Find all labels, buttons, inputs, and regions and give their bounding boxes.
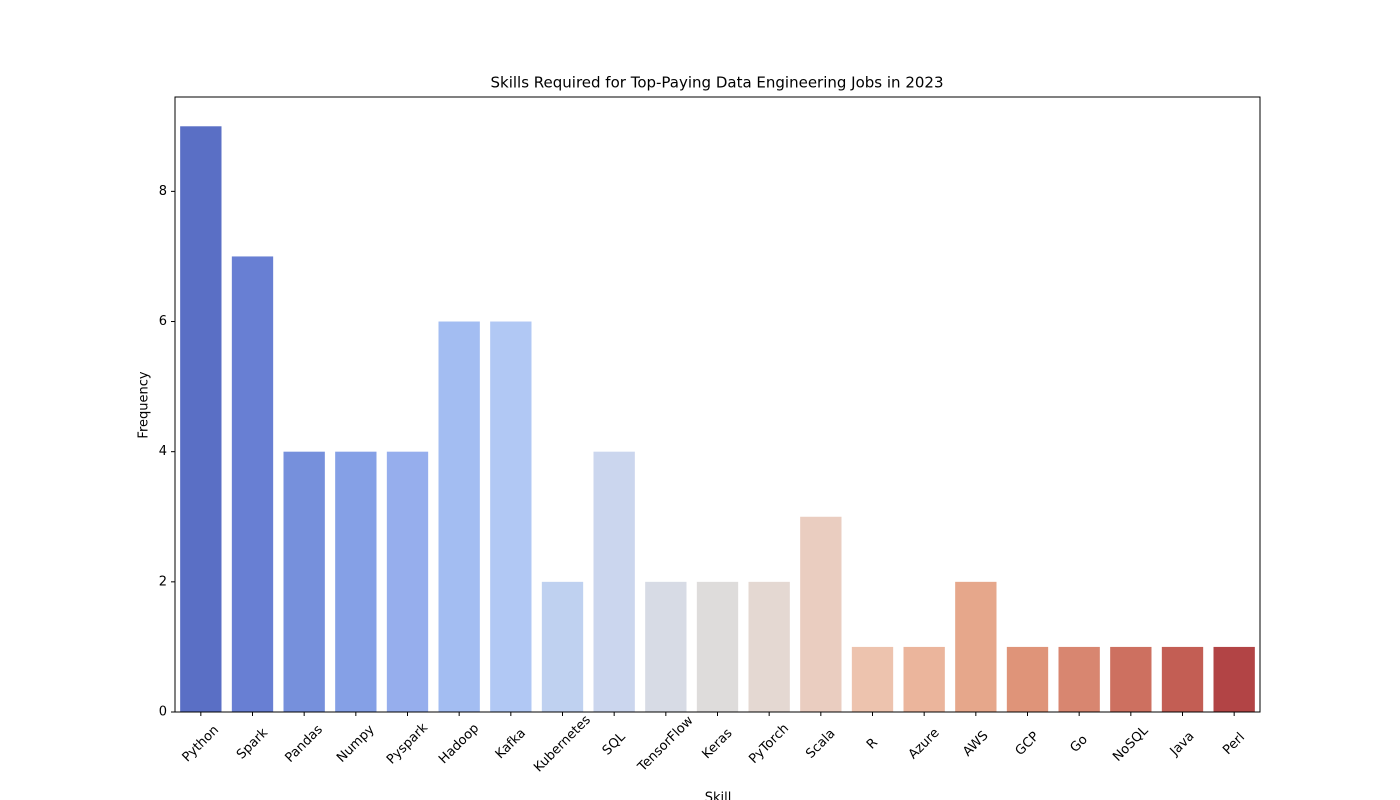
bar [386,451,429,712]
y-tick-label: 4 [159,444,167,459]
x-tick-label: SQL [600,729,629,758]
bar [490,321,532,712]
x-tick-label: AWS [960,728,991,759]
x-tick-label: Go [1067,732,1090,755]
y-tick-label: 6 [159,314,167,329]
x-tick-label: GCP [1013,729,1043,759]
bar [231,256,274,712]
x-tick-label: Hadoop [436,721,482,767]
bar [645,581,687,712]
x-tick-label: Python [180,723,222,765]
x-tick-label: Azure [906,726,943,763]
bar [1213,646,1255,712]
y-tick-label: 0 [159,705,167,720]
x-tick-label: Pyspark [384,720,431,767]
bar [1161,646,1204,712]
y-tick-label: 8 [159,184,167,199]
bar [180,126,222,713]
bar [1006,646,1049,712]
x-tick-label: PyTorch [746,721,792,767]
plot-frame [174,96,1261,713]
bar [748,581,790,712]
x-tick-label: TensorFlow [634,713,696,775]
x-tick-label: Perl [1220,730,1248,758]
x-tick-label: Numpy [334,722,378,766]
y-tick-label: 2 [159,574,167,589]
x-tick-label: Keras [699,726,735,762]
bar [800,516,842,712]
bar [438,321,480,712]
x-tick-label: Spark [234,725,271,762]
x-tick-label: Java [1167,729,1198,760]
bar [335,451,377,712]
bar [696,581,739,712]
bar [1058,646,1100,712]
x-tick-label: Kubernetes [531,713,594,776]
bar [851,646,894,712]
bar [955,581,997,712]
y-axis-label: Frequency [137,371,152,438]
x-tick-label: NoSQL [1110,723,1152,765]
bar [903,646,945,712]
bar [1110,646,1152,712]
x-tick-label: R [864,735,881,752]
x-tick-label: Pandas [282,722,326,766]
x-tick-label: Scala [803,726,838,761]
x-tick-label: Kafka [493,726,529,762]
x-axis-label: Skill [705,791,732,800]
bar [541,581,584,712]
bar [593,451,635,712]
bar [283,451,325,712]
chart-title: Skills Required for Top-Paying Data Engi… [490,74,943,92]
